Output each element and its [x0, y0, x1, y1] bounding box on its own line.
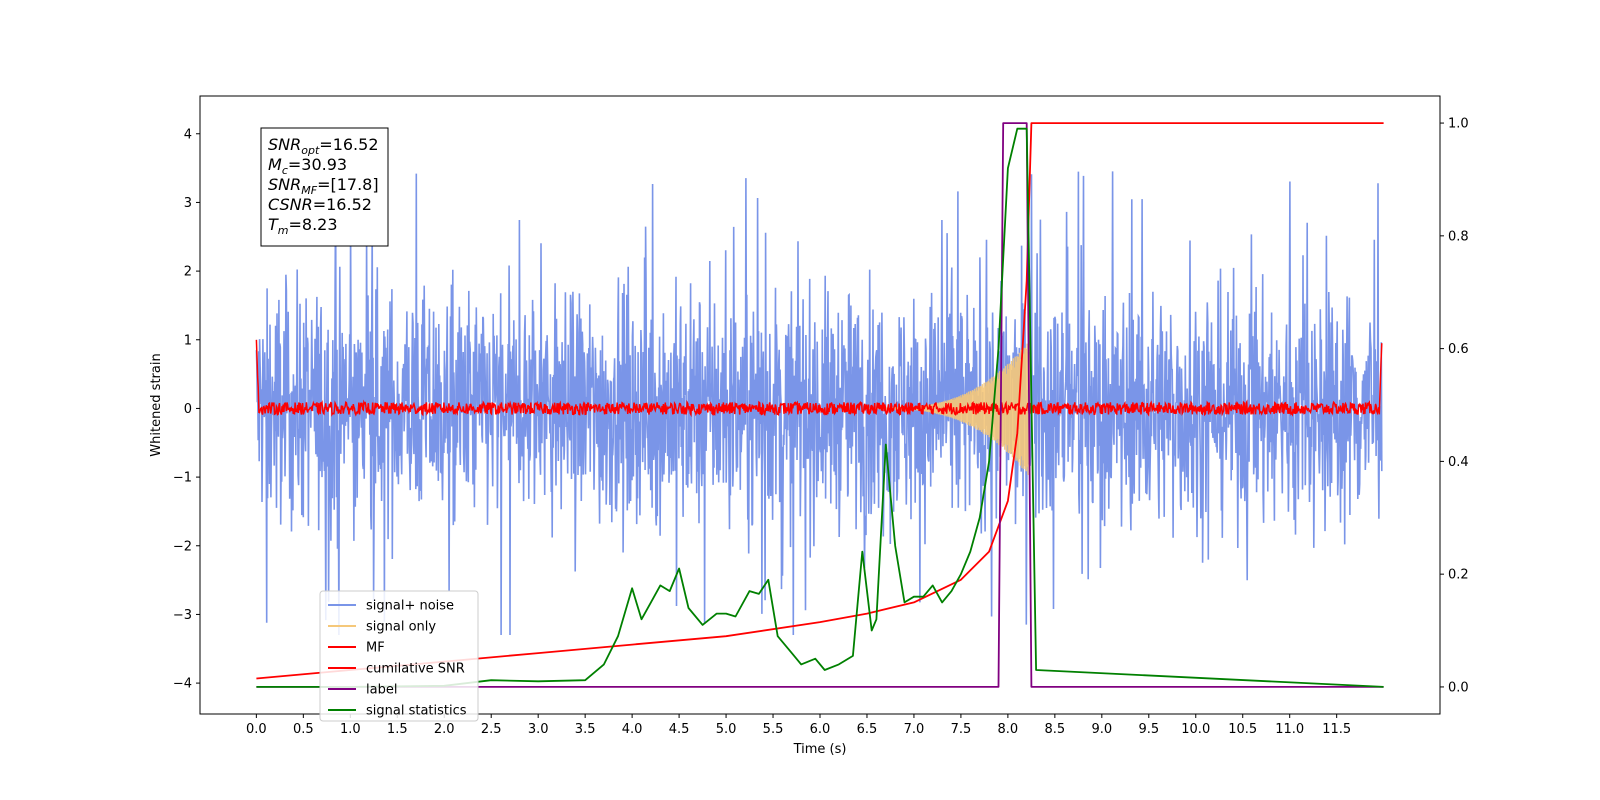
legend-entry: signal statistics	[366, 704, 467, 719]
annotation-subscript: c	[282, 164, 288, 177]
y2-tick-label: 0.0	[1448, 680, 1469, 695]
x-tick-label: 4.0	[622, 722, 643, 737]
y2-tick-label: 0.8	[1448, 229, 1469, 244]
x-tick-label: 11.0	[1275, 722, 1304, 737]
annotation-subscript: m	[278, 224, 289, 237]
x-tick-label: 5.5	[763, 722, 784, 737]
y-axis-label: Whitened strain	[149, 353, 164, 456]
x-tick-label: 3.0	[528, 722, 549, 737]
annotation-symbol: CSNR	[268, 195, 313, 214]
annotation-frame	[260, 127, 389, 247]
y-tick-label: −2	[173, 539, 192, 554]
x-tick-label: 11.5	[1322, 722, 1351, 737]
x-tick-label: 8.5	[1045, 722, 1066, 737]
y2-tick-label: 0.6	[1448, 342, 1469, 357]
series-signal-noise	[255, 171, 1383, 636]
annotation-symbol: SNR	[268, 135, 301, 154]
annotation-subscript: MF	[301, 184, 317, 197]
x-tick-label: 5.0	[716, 722, 737, 737]
x-tick-label: 2.0	[434, 722, 455, 737]
y-tick-label: 4	[184, 127, 192, 142]
y-tick-label: −4	[173, 677, 192, 692]
legend-frame	[319, 590, 479, 722]
legend-entry: MF	[366, 641, 385, 656]
x-tick-label: 4.5	[669, 722, 690, 737]
x-tick-label: 6.0	[810, 722, 831, 737]
y-axis-left: −4 −3 −2 −1 0 1 2 3 4	[173, 127, 200, 692]
annotation-symbol: M	[268, 155, 282, 174]
x-tick-label: 10.0	[1181, 722, 1210, 737]
plot-area	[255, 122, 1384, 688]
y-axis-right: 0.0 0.2 0.4 0.6 0.8 1.0	[1440, 117, 1469, 695]
x-tick-label: 10.5	[1228, 722, 1257, 737]
y-tick-label: 1	[184, 333, 192, 348]
x-tick-label: 0.0	[246, 722, 267, 737]
legend: signal+ noise signal only MF cumilative SNR…	[319, 590, 479, 722]
x-tick-label: 6.5	[857, 722, 878, 737]
series-cumulative-snr	[256, 122, 1384, 680]
y-tick-label: −1	[173, 471, 192, 486]
x-tick-label: 9.0	[1091, 722, 1112, 737]
y-tick-label: 0	[184, 402, 192, 417]
legend-entry: signal+ noise	[366, 599, 454, 614]
annotation-symbol: SNR	[268, 175, 301, 194]
annotation-value: =16.52	[319, 135, 378, 154]
y-tick-label: −3	[173, 608, 192, 623]
x-tick-label: 8.0	[998, 722, 1019, 737]
x-tick-label: 1.0	[340, 722, 361, 737]
x-axis-label: Time (s)	[793, 742, 847, 757]
annotation-value: =8.23	[289, 215, 338, 234]
legend-entry: signal only	[366, 620, 436, 635]
y2-tick-label: 0.2	[1448, 568, 1469, 583]
annotation-symbol: T	[268, 215, 279, 234]
annotation-subscript: opt	[301, 144, 320, 157]
annotation-box: SNRopt=16.52 Mc=30.93 SNRMF=[17.8] CSNR=16.…	[260, 127, 389, 247]
series-signal-statistics	[256, 127, 1384, 688]
x-tick-label: 0.5	[293, 722, 314, 737]
annotation-value: =[17.8]	[317, 175, 379, 194]
x-tick-label: 3.5	[575, 722, 596, 737]
annotation-value: =16.52	[313, 195, 372, 214]
x-tick-label: 1.5	[387, 722, 408, 737]
legend-entry: cumilative SNR	[366, 662, 465, 677]
x-axis: 0.0 0.5 1.0 1.5 2.0 2.5 3.0 3.5 4.0 4.5 5.0 5.5 6.0 6…	[246, 714, 1351, 737]
series-mf	[255, 339, 1383, 418]
annotation-value: =30.93	[288, 155, 347, 174]
legend-entry: label	[366, 683, 397, 698]
x-tick-label: 7.5	[951, 722, 972, 737]
annotation-lines: SNRopt=16.52 Mc=30.93 SNRMF=[17.8] CSNR=16.…	[268, 135, 379, 237]
y2-tick-label: 0.4	[1448, 455, 1469, 470]
x-tick-label: 2.5	[481, 722, 502, 737]
series-label	[256, 122, 1384, 688]
y-tick-label: 2	[184, 265, 192, 280]
x-tick-label: 9.5	[1138, 722, 1159, 737]
x-tick-label: 7.0	[904, 722, 925, 737]
y2-tick-label: 1.0	[1448, 117, 1469, 132]
y-tick-label: 3	[184, 196, 192, 211]
